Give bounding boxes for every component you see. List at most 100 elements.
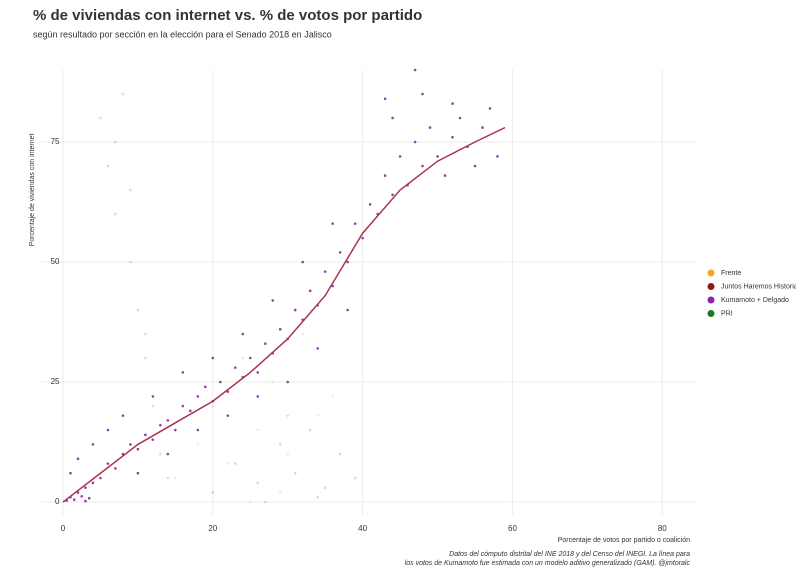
- point: [293, 308, 297, 312]
- point: [391, 116, 394, 120]
- x-tick-label: 40: [358, 524, 367, 533]
- point: [316, 347, 319, 350]
- point: [398, 155, 402, 158]
- point: [421, 92, 424, 96]
- point: [271, 380, 275, 384]
- series: [211, 414, 357, 504]
- legend-label: Frente: [721, 270, 741, 277]
- point: [151, 438, 155, 441]
- point: [159, 452, 162, 456]
- legend-swatch: [707, 296, 715, 304]
- point: [413, 140, 417, 144]
- point: [106, 164, 110, 168]
- point: [278, 491, 282, 494]
- point: [226, 414, 230, 417]
- point: [196, 428, 200, 432]
- point: [129, 443, 132, 446]
- point: [99, 476, 102, 480]
- point: [129, 260, 132, 264]
- legend-label: PRI: [721, 310, 733, 317]
- y-tick-label: 50: [51, 257, 60, 266]
- point: [211, 491, 215, 494]
- point: [353, 476, 357, 480]
- point: [84, 499, 87, 503]
- point: [166, 419, 170, 422]
- point: [301, 332, 305, 336]
- point: [421, 164, 424, 168]
- point: [428, 126, 432, 129]
- point: [346, 308, 349, 312]
- point: [129, 188, 132, 192]
- point: [308, 308, 312, 312]
- caption: los votos de Kumamoto fue estimada con u…: [405, 560, 691, 567]
- point: [144, 433, 147, 437]
- chart-title: % de viviendas con internet vs. % de vot…: [33, 7, 422, 24]
- point: [323, 486, 327, 489]
- point: [196, 395, 200, 398]
- point: [114, 467, 117, 470]
- point: [151, 404, 155, 408]
- legend-label: Kumamoto + Delgado: [721, 297, 789, 304]
- point: [473, 164, 477, 168]
- caption: Datos del cómputo distrital del INE 2018…: [449, 551, 690, 558]
- series: [174, 308, 334, 504]
- point: [136, 471, 140, 475]
- point: [286, 414, 290, 417]
- point: [121, 414, 125, 417]
- point: [293, 471, 297, 475]
- grid: [40, 70, 696, 515]
- point: [271, 299, 275, 302]
- point: [166, 452, 170, 456]
- point: [106, 428, 110, 432]
- point: [361, 236, 364, 240]
- trend-line: [62, 126, 506, 503]
- point: [496, 155, 499, 158]
- point: [308, 289, 312, 293]
- point: [211, 356, 215, 360]
- point: [196, 443, 200, 446]
- point: [91, 481, 95, 485]
- point: [87, 496, 91, 500]
- point: [241, 332, 245, 336]
- point: [72, 498, 76, 501]
- point: [488, 107, 492, 110]
- point: [316, 414, 319, 417]
- point: [331, 222, 334, 225]
- point: [413, 68, 417, 72]
- point: [256, 481, 260, 485]
- x-axis-label: Porcentaje de votos por partido o coalic…: [558, 537, 690, 544]
- series: [99, 92, 170, 480]
- point: [218, 380, 222, 384]
- y-tick-label: 0: [55, 497, 60, 506]
- legend-swatch: [707, 283, 715, 290]
- point: [308, 428, 312, 432]
- point: [159, 423, 162, 427]
- point: [256, 428, 260, 432]
- point: [99, 116, 102, 120]
- point: [353, 222, 357, 225]
- point: [211, 404, 215, 408]
- point: [263, 342, 267, 345]
- point: [338, 251, 342, 254]
- point: [136, 308, 140, 312]
- point: [144, 332, 147, 336]
- point: [331, 395, 334, 398]
- point: [91, 443, 95, 446]
- x-tick-label: 80: [658, 524, 667, 533]
- point: [316, 495, 319, 499]
- series: [65, 68, 499, 503]
- point: [144, 356, 147, 360]
- legend-swatch: [707, 269, 715, 277]
- point: [278, 327, 282, 331]
- point: [451, 135, 454, 139]
- point: [174, 476, 177, 480]
- point: [114, 212, 117, 216]
- point: [241, 356, 245, 360]
- point: [278, 443, 282, 446]
- legend-label: Juntos Haremos Historia: [721, 283, 796, 290]
- point: [323, 270, 327, 273]
- point: [286, 452, 290, 456]
- y-axis-label: Porcentaje de viviendas con internet: [29, 134, 36, 247]
- point: [248, 356, 252, 360]
